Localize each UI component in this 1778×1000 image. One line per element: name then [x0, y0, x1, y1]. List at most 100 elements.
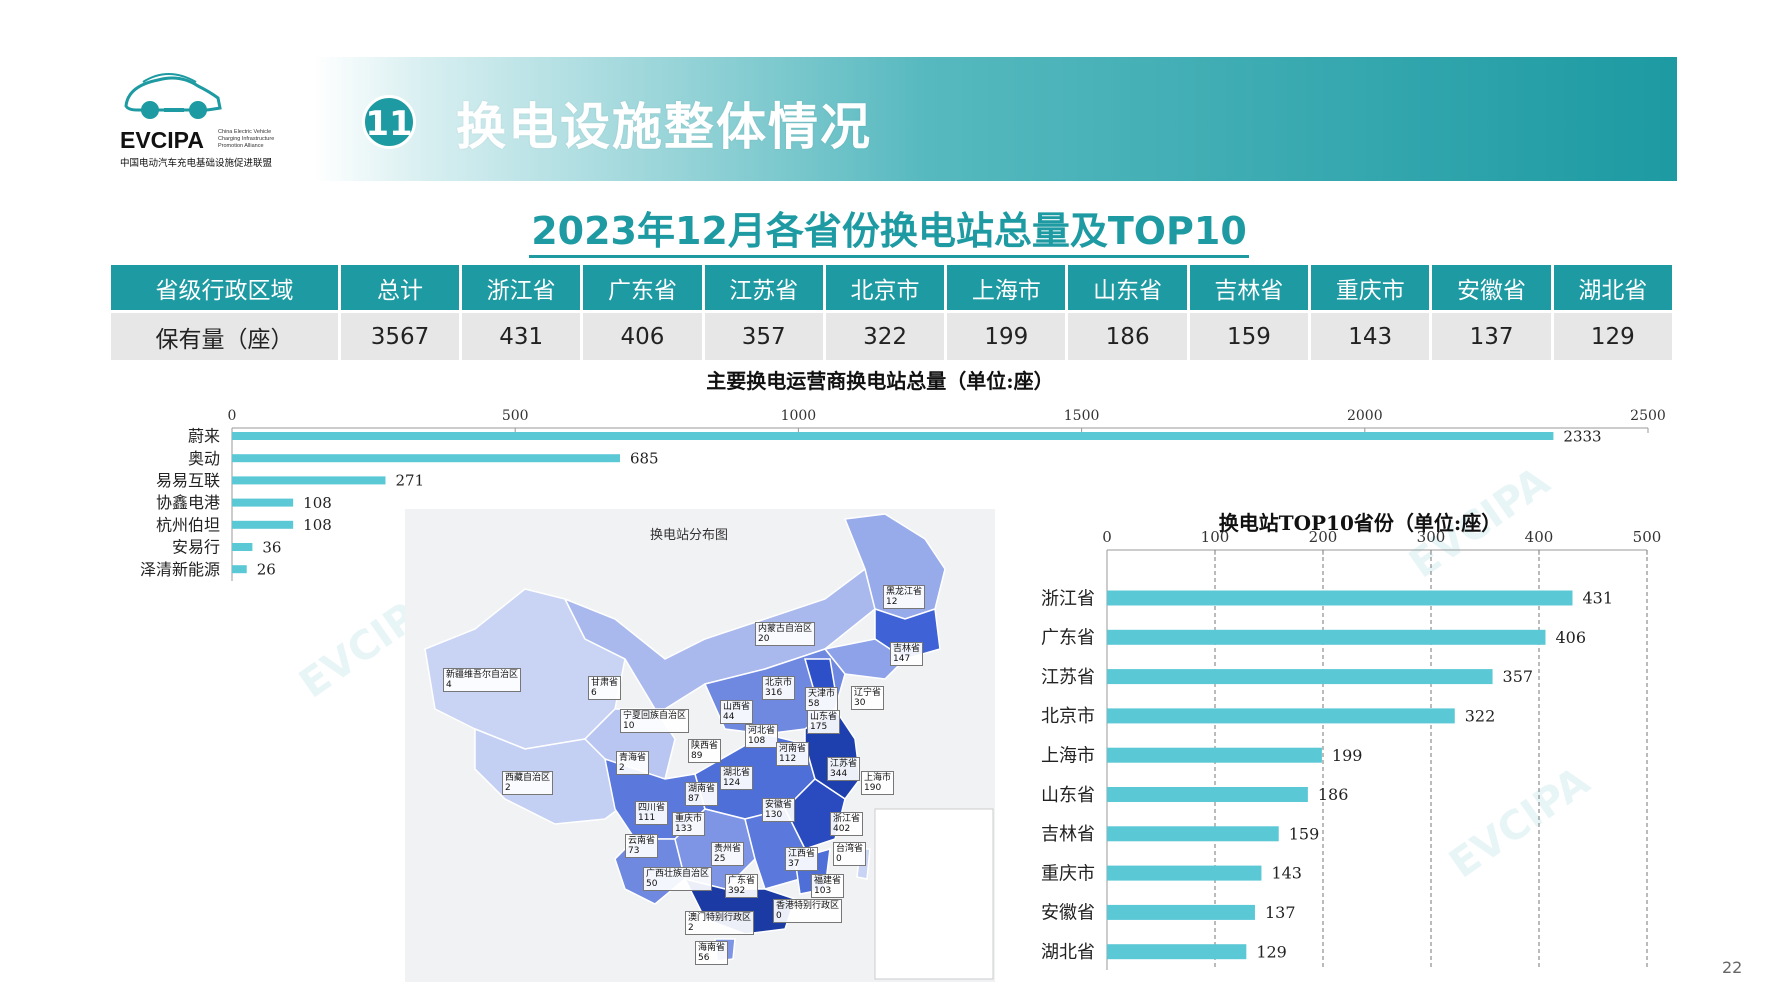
x-tick-label: 500 [502, 408, 529, 424]
category-label: 山东省 [1041, 785, 1095, 806]
chart-title: 主要换电运营商换电站总量（单位:座） [706, 369, 1053, 393]
chart-title: 换电站TOP10省份（单位:座） [1219, 511, 1502, 535]
bar [232, 432, 1554, 440]
category-label: 广东省 [1041, 628, 1095, 649]
bar [232, 520, 294, 529]
page-number: 22 [1722, 958, 1743, 977]
header-cell: 湖北省 [1553, 265, 1672, 310]
table-cell: 129 [1553, 310, 1672, 360]
data-label: 357 [1503, 667, 1534, 686]
category-label: 易易互联 [156, 471, 220, 490]
bar [1107, 944, 1247, 960]
province-label: 青海省 2 [616, 751, 650, 775]
province-label: 湖南省 87 [685, 782, 719, 806]
province-label: 河北省 108 [745, 724, 779, 748]
data-label: 137 [1265, 903, 1296, 922]
province-label: 北京市 316 [762, 676, 796, 700]
category-label: 湖北省 [1041, 942, 1095, 963]
category-label: 泽清新能源 [140, 560, 220, 579]
header-cell: 安徽省 [1432, 265, 1551, 310]
data-label: 199 [1332, 746, 1363, 765]
province-label: 山东省 175 [807, 710, 841, 734]
province-label: 贵州省 25 [711, 842, 745, 866]
province-label: 广西壮族自治区 50 [643, 867, 713, 891]
data-label: 2333 [1563, 427, 1601, 445]
table-cell: 406 [583, 310, 702, 360]
header-cell: 上海市 [947, 265, 1066, 310]
operator-bar-chart: 主要换电运营商换电站总量（单位:座） 0 500 1000 1500 2000 2500蔚… [140, 369, 1666, 581]
table-header-row: 省级行政区域 总计 浙江省 广东省 江苏省 北京市 上海市 山东省 吉林省 重庆… [111, 265, 1672, 310]
province-label: 湖北省 124 [720, 766, 754, 790]
province-label: 陕西省 89 [688, 739, 722, 763]
logo-text: EVCIPA [120, 127, 204, 153]
category-label: 浙江省 [1041, 588, 1095, 609]
table-cell: 322 [825, 310, 945, 360]
bar [1107, 629, 1546, 645]
logo-tagline: 中国电动汽车充电基础设施促进联盟 [120, 157, 273, 169]
category-label: 上海市 [1041, 746, 1095, 767]
province-label: 新疆维吾尔自治区 4 [443, 668, 522, 692]
header-cell: 浙江省 [462, 265, 581, 310]
province-label: 宁夏回族自治区 10 [620, 709, 690, 733]
bar [1107, 708, 1455, 724]
category-label: 安徽省 [1041, 903, 1095, 924]
province-label: 西藏自治区 2 [502, 771, 554, 795]
province-label: 广东省 392 [725, 874, 759, 898]
x-tick-label: 1000 [781, 408, 817, 424]
data-label: 406 [1555, 628, 1586, 647]
bar [232, 565, 247, 574]
subtitle: 2023年12月各省份换电站总量及TOP10 [0, 200, 1778, 258]
header-cell: 山东省 [1068, 265, 1187, 310]
data-label: 159 [1289, 824, 1320, 843]
bar [1107, 747, 1322, 763]
bar [1107, 826, 1279, 842]
province-label: 江苏省 344 [827, 757, 861, 781]
province-label: 福建省 103 [811, 874, 845, 898]
province-label: 天津市 58 [805, 687, 839, 711]
province-label: 香港特别行政区 0 [773, 899, 843, 923]
bar [1107, 590, 1573, 606]
section-number: 11 [362, 95, 416, 149]
province-label: 甘肃省 6 [588, 676, 622, 700]
top10-bar-chart: 换电站TOP10省份（单位:座） 0 100 200 300 400 500 浙江省 431 广… [1041, 511, 1662, 970]
province-label: 江西省 37 [785, 847, 819, 871]
table-cell: 3567 [341, 310, 459, 360]
province-label: 辽宁省 30 [851, 686, 885, 710]
svg-text:Charging Infrastructure: Charging Infrastructure [218, 136, 274, 142]
data-label: 431 [1582, 589, 1613, 608]
category-label: 蔚来 [188, 427, 220, 446]
bar [232, 454, 620, 463]
table-cell: 199 [947, 310, 1066, 360]
x-tick-label: 300 [1417, 528, 1446, 546]
bar [232, 498, 294, 507]
province-label: 上海市 190 [861, 771, 895, 795]
x-tick-label: 0 [1102, 528, 1112, 546]
x-tick-label: 500 [1633, 528, 1662, 546]
data-label: 26 [257, 560, 276, 578]
x-tick-label: 100 [1201, 528, 1230, 546]
province-label: 内蒙古自治区 20 [755, 622, 816, 646]
x-tick-label: 1500 [1064, 408, 1100, 424]
category-label: 安易行 [172, 538, 220, 557]
province-label: 海南省 56 [695, 941, 729, 965]
province-label: 黑龙江省 12 [883, 585, 926, 609]
province-label: 台湾省 0 [833, 842, 867, 866]
province-label: 山西省 44 [720, 700, 754, 724]
table-cell: 143 [1311, 310, 1430, 360]
header-cell: 重庆市 [1311, 265, 1430, 310]
table-cell: 保有量（座） [111, 310, 338, 360]
data-label: 143 [1271, 864, 1302, 883]
table-cell: 431 [462, 310, 581, 360]
province-label: 河南省 112 [776, 742, 810, 766]
svg-text:China Electric Vehicle: China Electric Vehicle [218, 129, 271, 135]
header-cell: 吉林省 [1189, 265, 1309, 310]
table-cell: 357 [704, 310, 823, 360]
province-label: 安徽省 130 [762, 798, 796, 822]
data-label: 36 [262, 538, 281, 556]
bar [232, 476, 386, 485]
x-tick-label: 2000 [1347, 408, 1383, 424]
header-cell: 北京市 [825, 265, 945, 310]
province-label: 重庆市 133 [672, 812, 706, 836]
page-title: 换电设施整体情况 [456, 98, 872, 156]
header-cell: 总计 [341, 265, 459, 310]
